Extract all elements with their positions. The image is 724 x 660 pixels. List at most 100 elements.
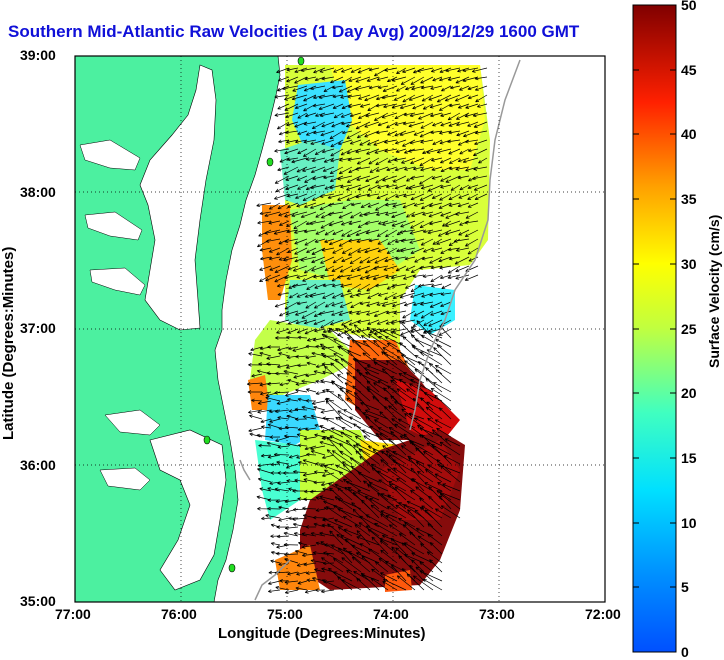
velocity-arrow [360, 335, 380, 348]
velocity-arrow [293, 470, 308, 474]
velocity-arrow [413, 202, 425, 207]
velocity-arrow [471, 67, 488, 73]
velocity-arrow [365, 175, 380, 182]
velocity-arrow [257, 220, 272, 225]
velocity-arrow [284, 103, 299, 111]
velocity-arrow [332, 103, 344, 109]
velocity-arrow [315, 462, 326, 466]
velocity-arrow [291, 283, 308, 288]
velocity-arrow [310, 559, 326, 564]
velocity-arrow [276, 121, 290, 130]
velocity-arrow [369, 166, 380, 173]
velocity-arrow [306, 578, 317, 583]
velocity-arrow [403, 504, 425, 519]
velocity-arrow [259, 211, 272, 216]
velocity-arrow [310, 450, 326, 456]
velocity-arrow [421, 256, 434, 261]
velocity-arrow [322, 328, 335, 334]
velocity-arrow [311, 265, 326, 272]
velocity-arrow [366, 193, 380, 198]
velocity-arrow [355, 148, 371, 154]
velocity-arrow [321, 557, 344, 573]
velocity-arrow [447, 274, 461, 280]
velocity-arrow [276, 400, 290, 405]
velocity-arrow [268, 256, 281, 261]
velocity-arrow [347, 551, 371, 564]
velocity-arrow [323, 175, 335, 180]
velocity-arrow [425, 468, 443, 483]
velocity-arrow [379, 537, 398, 546]
velocity-arrow [419, 193, 434, 201]
velocity-arrow [410, 265, 425, 273]
velocity-arrow [394, 486, 416, 501]
velocity-arrow [322, 354, 335, 359]
velocity-arrow [331, 310, 344, 316]
velocity-arrow [405, 85, 416, 91]
colorbar-tick-label: 35 [681, 191, 697, 207]
velocity-arrow [434, 394, 452, 411]
velocity-arrow [259, 247, 272, 252]
velocity-arrow [341, 229, 353, 237]
velocity-arrow [306, 452, 317, 457]
velocity-arrow [402, 202, 416, 209]
velocity-arrow [268, 589, 281, 594]
velocity-arrow [287, 571, 299, 576]
velocity-arrow [320, 130, 335, 137]
velocity-arrow [341, 579, 362, 591]
velocity-arrow [348, 220, 362, 226]
velocity-arrow [279, 310, 290, 317]
velocity-arrow [467, 247, 479, 255]
velocity-arrow [268, 220, 281, 225]
velocity-arrow [341, 427, 362, 438]
velocity-arrow [258, 443, 272, 448]
velocity-arrow [356, 577, 371, 591]
velocity-arrow [284, 552, 299, 557]
velocity-arrow [279, 382, 290, 387]
velocity-arrow [467, 85, 479, 91]
velocity-arrow [334, 483, 353, 492]
velocity-arrow [409, 564, 425, 582]
velocity-arrow [327, 193, 344, 200]
velocity-arrow [311, 400, 326, 405]
velocity-arrow [277, 202, 290, 210]
velocity-arrow [276, 544, 290, 549]
velocity-arrow [394, 184, 407, 190]
velocity-arrow [338, 211, 353, 219]
velocity-arrow [474, 76, 488, 81]
velocity-arrow [440, 175, 452, 182]
velocity-arrow [394, 423, 416, 438]
velocity-arrow [329, 487, 344, 501]
velocity-arrow [331, 283, 344, 288]
y-tick-label: 37:00 [20, 320, 56, 336]
velocity-arrow [415, 447, 434, 465]
velocity-arrow [390, 379, 407, 393]
velocity-arrow [330, 319, 344, 326]
velocity-arrow [294, 121, 308, 128]
velocity-arrow [350, 67, 362, 73]
velocity-arrow [394, 112, 407, 120]
velocity-arrow [414, 338, 434, 348]
velocity-arrow [312, 193, 326, 201]
velocity-arrow [248, 427, 263, 433]
velocity-arrow [429, 292, 443, 297]
velocity-arrow [394, 139, 407, 145]
velocity-arrow [408, 121, 425, 128]
velocity-arrow [321, 523, 335, 528]
velocity-arrow [303, 497, 317, 502]
velocity-arrow [346, 130, 362, 139]
velocity-arrow [274, 94, 290, 99]
velocity-arrow [257, 409, 272, 414]
velocity-arrow [395, 193, 407, 198]
velocity-arrow [359, 455, 380, 474]
velocity-arrow [418, 112, 434, 120]
velocity-arrow [297, 461, 308, 465]
velocity-arrow [357, 490, 380, 501]
velocity-arrow [293, 220, 308, 230]
velocity-arrow [348, 76, 362, 82]
velocity-arrow [448, 238, 461, 246]
velocity-arrow [441, 283, 452, 289]
velocity-arrow [400, 238, 416, 243]
velocity-arrow [301, 544, 317, 549]
velocity-arrow [432, 445, 452, 465]
velocity-arrow [366, 380, 380, 393]
